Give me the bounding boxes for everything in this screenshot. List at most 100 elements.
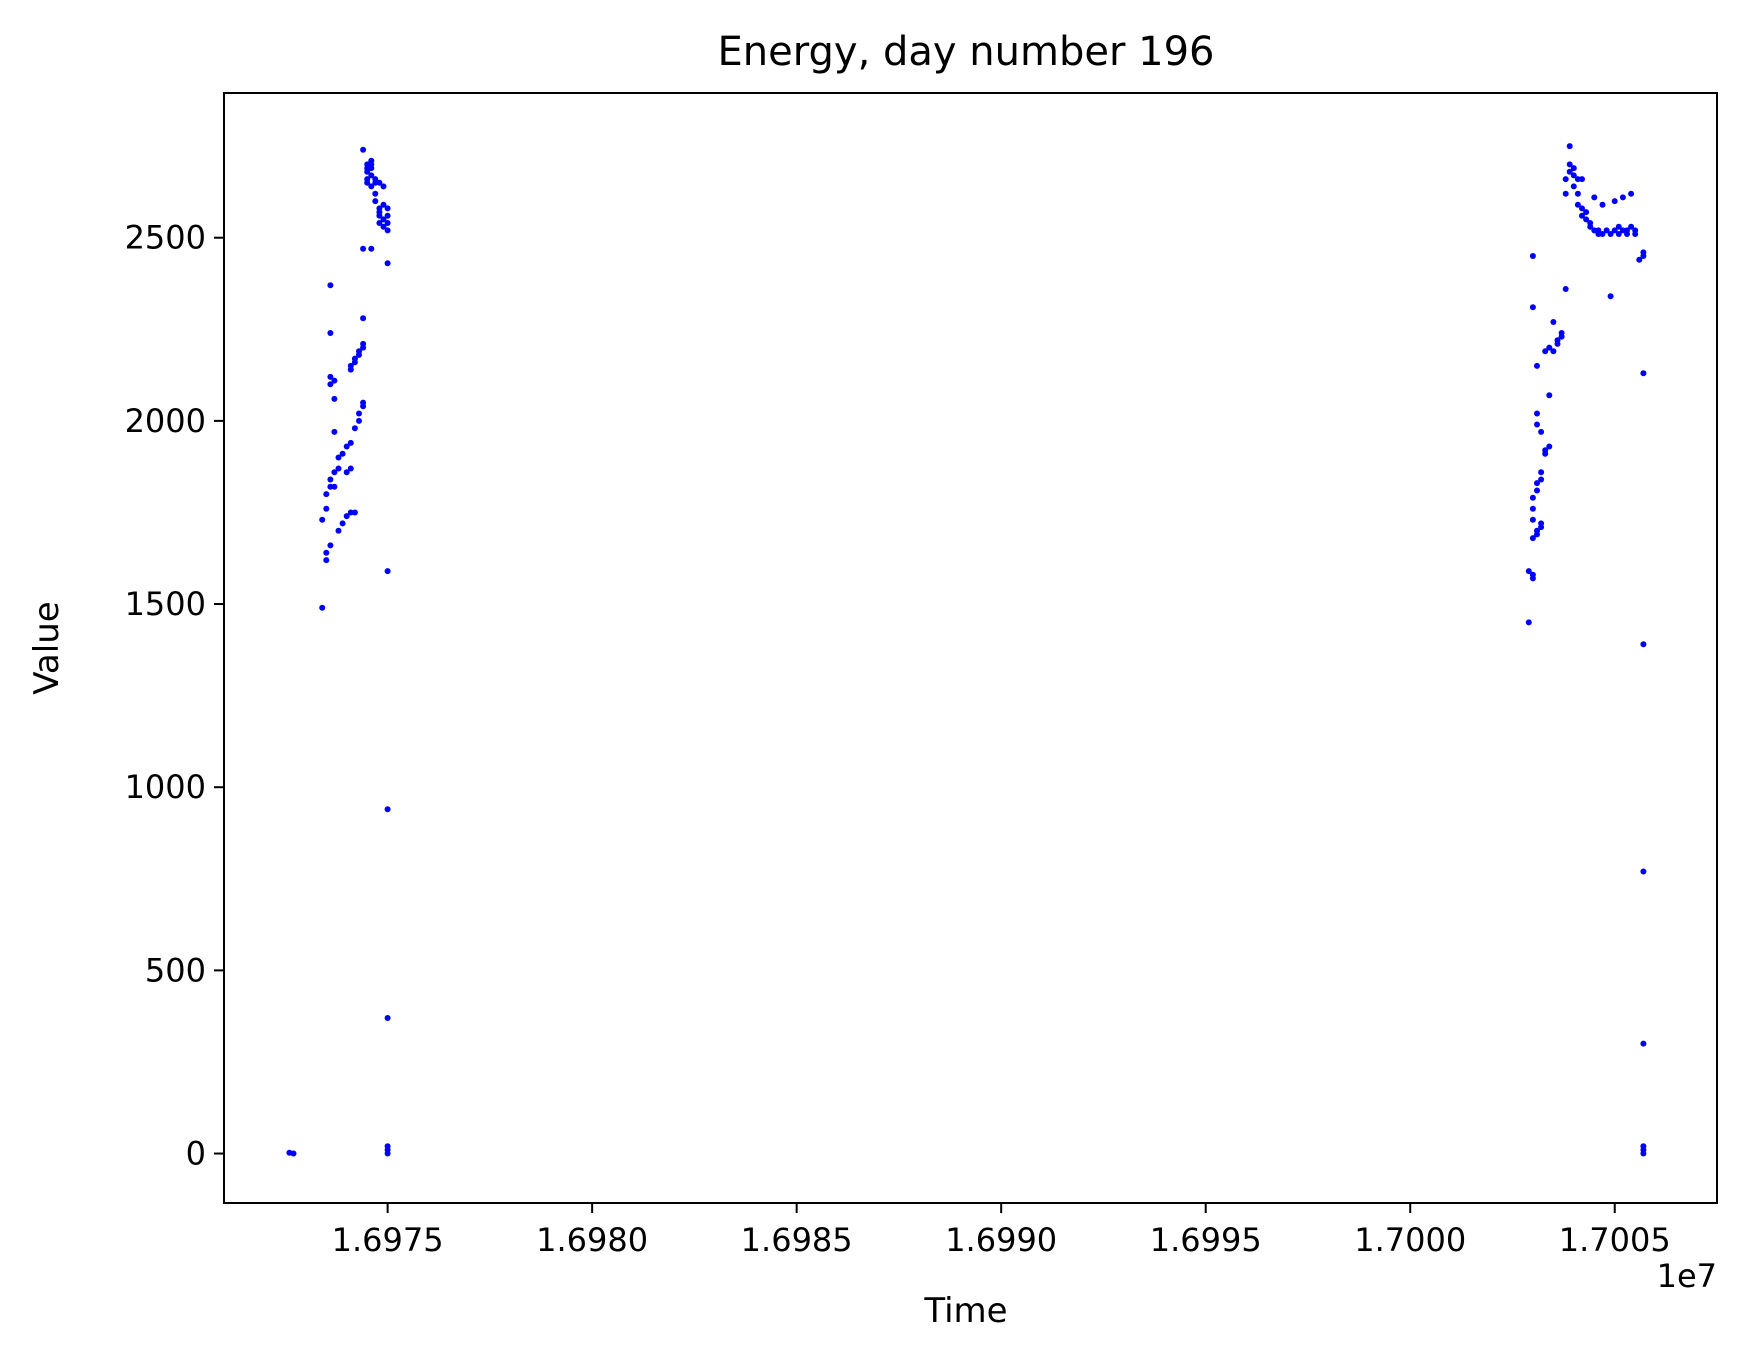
data-point [1529, 505, 1536, 512]
data-point [1628, 190, 1635, 197]
x-tick-label: 1.7000 [1354, 1221, 1466, 1259]
data-point [323, 549, 330, 556]
data-point [1566, 168, 1573, 175]
data-point [1566, 161, 1573, 168]
data-point [1534, 487, 1540, 494]
data-point [360, 340, 367, 347]
data-point [1615, 223, 1622, 230]
data-point [331, 377, 338, 384]
data-point [1579, 176, 1585, 183]
data-point [351, 425, 358, 432]
data-point [339, 520, 346, 527]
data-point [1599, 201, 1606, 208]
data-point [384, 568, 391, 575]
data-point [384, 806, 391, 813]
data-point [327, 476, 334, 483]
data-point [1538, 520, 1545, 527]
data-point [331, 395, 338, 402]
data-point [1640, 1040, 1647, 1047]
data-point [1554, 337, 1561, 344]
x-axis-ticks: 1.6975 1.6980 1.6985 1.6990 1.6995 1.7000 1.70… [332, 1203, 1671, 1259]
data-point [1562, 286, 1569, 292]
data-point [347, 362, 354, 369]
data-point [1640, 370, 1647, 377]
data-point [1607, 231, 1614, 237]
data-point [1591, 194, 1598, 201]
data-point [1579, 212, 1585, 219]
data-point [1538, 428, 1545, 435]
data-point [1574, 201, 1581, 208]
data-point [356, 348, 362, 355]
data-point [1619, 194, 1626, 201]
data-point [1615, 231, 1622, 237]
data-point [384, 212, 391, 219]
data-point [1599, 231, 1606, 237]
plot-area [223, 92, 1718, 1204]
data-point [1583, 209, 1590, 216]
x-tick-label: 1.7005 [1559, 1221, 1671, 1259]
data-point [1636, 256, 1643, 263]
data-point [1640, 1150, 1647, 1157]
y-tick-label: 2000 [125, 402, 206, 440]
data-point [380, 183, 387, 190]
data-point [1529, 516, 1536, 523]
data-point [376, 212, 383, 219]
data-point [1579, 205, 1585, 212]
data-point [347, 509, 354, 516]
y-tick-label: 2500 [125, 219, 206, 257]
data-point [360, 315, 367, 322]
data-point [347, 439, 354, 446]
data-point [356, 410, 362, 417]
data-point [1538, 469, 1545, 476]
data-point [290, 1150, 297, 1157]
data-point [372, 198, 379, 205]
chart-title: Energy, day number 196 [718, 29, 1215, 75]
data-point [1611, 198, 1618, 205]
data-point [360, 146, 367, 153]
data-point [1583, 216, 1590, 223]
data-point [1529, 253, 1536, 259]
y-tick-label: 500 [145, 951, 206, 989]
data-point [364, 168, 371, 175]
data-point [1529, 575, 1536, 582]
data-point [1525, 568, 1532, 575]
data-points [286, 143, 1647, 1157]
data-point [331, 428, 338, 435]
data-point [1607, 293, 1614, 300]
data-point [1529, 494, 1536, 501]
data-point [360, 245, 367, 252]
data-point [1562, 176, 1569, 183]
data-point [368, 183, 375, 190]
data-point [339, 450, 346, 457]
data-point [323, 505, 330, 512]
data-point [1546, 392, 1553, 399]
data-point [1529, 304, 1536, 311]
data-point [1619, 227, 1626, 234]
data-point [1640, 249, 1647, 256]
x-tick-label: 1.6975 [332, 1221, 444, 1259]
data-point [384, 205, 391, 212]
y-axis-ticks: 0 500 1000 1500 2000 2500 [125, 219, 224, 1173]
data-point [364, 179, 371, 186]
data-point [327, 542, 334, 549]
data-point [343, 469, 350, 476]
data-point [1628, 223, 1635, 230]
data-point [343, 513, 350, 520]
data-point [384, 1015, 391, 1021]
data-point [1546, 344, 1553, 351]
data-point [351, 509, 358, 516]
data-point [1574, 190, 1581, 197]
data-point [1534, 480, 1540, 487]
data-point [335, 465, 342, 472]
x-tick-label: 1.6985 [741, 1221, 853, 1259]
data-point [372, 179, 379, 186]
y-tick-label: 1500 [125, 585, 206, 623]
data-point [384, 1150, 391, 1157]
data-point [356, 417, 362, 424]
data-point [1632, 231, 1639, 237]
data-point [1611, 227, 1618, 234]
data-point [1640, 868, 1647, 875]
x-tick-label: 1.6980 [536, 1221, 648, 1259]
data-point [331, 469, 338, 476]
